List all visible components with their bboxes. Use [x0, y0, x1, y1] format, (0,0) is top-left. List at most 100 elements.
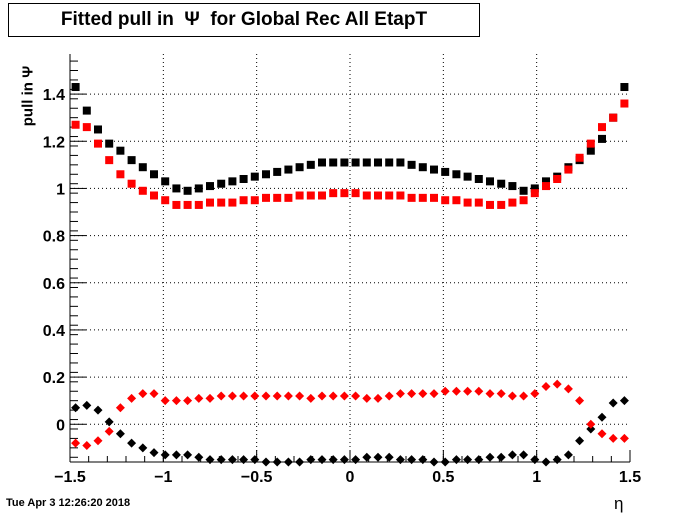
data-point-square: [194, 184, 203, 193]
y-tick-label: 0: [56, 417, 65, 434]
data-point-square: [362, 158, 371, 167]
data-point-square: [598, 134, 606, 143]
data-point-diamond: [373, 452, 383, 462]
data-point-diamond: [183, 396, 193, 406]
data-point-diamond: [104, 426, 114, 436]
data-point-diamond: [563, 450, 573, 460]
data-point-square: [497, 179, 506, 188]
y-tick-label: 1.4: [43, 87, 65, 104]
data-point-square: [474, 174, 483, 183]
data-point-diamond: [71, 403, 81, 413]
data-point-square: [116, 146, 125, 155]
data-point-square: [340, 189, 349, 198]
data-point-square: [452, 170, 461, 179]
x-tick-label: −1.5: [54, 469, 86, 486]
data-point-diamond: [149, 448, 159, 458]
data-point-diamond: [451, 386, 461, 396]
data-point-square: [519, 186, 528, 195]
data-point-diamond: [597, 412, 607, 422]
data-point-square: [530, 184, 539, 193]
data-point-square: [94, 139, 102, 148]
data-point-square: [172, 200, 181, 209]
x-axis-label: η: [614, 494, 624, 513]
data-point-square: [183, 186, 192, 195]
data-point-diamond: [171, 450, 181, 460]
data-point-diamond: [194, 452, 204, 462]
data-point-square: [105, 156, 114, 165]
data-point-square: [239, 174, 248, 183]
data-point-square: [262, 170, 270, 179]
data-point-square: [407, 193, 416, 202]
data-point-square: [508, 198, 517, 207]
data-point-square: [250, 172, 259, 181]
data-point-diamond: [183, 450, 193, 460]
data-point-diamond: [351, 391, 361, 401]
data-point-square: [351, 158, 360, 167]
data-point-square: [575, 153, 584, 162]
data-point-square: [329, 158, 338, 167]
y-tick-label: 0.8: [43, 229, 65, 246]
data-point-square: [306, 191, 315, 200]
data-point-square: [463, 198, 472, 207]
data-point-square: [340, 158, 349, 167]
data-point-square: [553, 174, 562, 183]
data-point-square: [284, 165, 293, 174]
timestamp: Tue Apr 3 12:26:20 2018: [6, 497, 131, 509]
data-point-diamond: [82, 400, 92, 410]
data-point-diamond: [474, 386, 484, 396]
data-markers: [71, 83, 629, 467]
data-point-diamond: [71, 438, 81, 448]
data-point-square: [194, 200, 203, 209]
series-3: [71, 379, 629, 450]
data-point-square: [586, 139, 595, 148]
data-point-square: [530, 189, 539, 198]
chart-title-box: Fitted pull in Ψ for Global Rec All Etap…: [8, 3, 480, 37]
data-point-diamond: [272, 391, 282, 401]
data-point-diamond: [496, 452, 506, 462]
data-point-diamond: [619, 396, 629, 406]
data-point-square: [418, 193, 427, 202]
data-point-square: [228, 177, 237, 186]
data-point-square: [474, 198, 483, 207]
data-point-square: [586, 146, 595, 155]
x-tick-label: 0: [346, 469, 355, 486]
data-point-square: [295, 191, 304, 200]
data-point-diamond: [283, 391, 293, 401]
data-point-diamond: [138, 389, 148, 399]
chart-title: Fitted pull in Ψ for Global Rec All Etap…: [60, 9, 428, 30]
data-point-square: [385, 158, 394, 167]
data-point-square: [620, 83, 629, 92]
data-point-square: [161, 196, 170, 205]
x-tick-label: 0.5: [432, 469, 454, 486]
data-point-square: [262, 193, 270, 202]
data-point-square: [430, 165, 438, 174]
data-point-diamond: [149, 389, 159, 399]
data-point-square: [318, 191, 326, 200]
data-point-diamond: [127, 438, 137, 448]
data-point-diamond: [306, 393, 316, 403]
data-point-diamond: [418, 389, 428, 399]
data-point-square: [273, 193, 282, 202]
data-point-diamond: [384, 391, 394, 401]
data-point-square: [519, 196, 528, 205]
data-point-square: [127, 179, 136, 188]
data-point-square: [273, 167, 282, 176]
data-point-square: [620, 99, 629, 108]
data-point-diamond: [597, 429, 607, 439]
data-point-diamond: [160, 450, 170, 460]
data-point-diamond: [440, 386, 450, 396]
data-point-square: [542, 182, 550, 191]
x-tick-label: 1: [532, 469, 541, 486]
data-point-diamond: [127, 393, 137, 403]
data-point-square: [71, 120, 80, 129]
y-tick-label: 0.2: [43, 370, 65, 387]
y-tick-label: 1.2: [43, 134, 65, 151]
data-point-square: [239, 196, 248, 205]
data-point-square: [295, 163, 304, 172]
data-point-diamond: [507, 391, 517, 401]
data-point-square: [418, 163, 427, 172]
data-point-square: [217, 179, 226, 188]
x-tick-label: 1.5: [619, 469, 641, 486]
data-point-square: [609, 113, 618, 122]
data-point-diamond: [407, 389, 417, 399]
